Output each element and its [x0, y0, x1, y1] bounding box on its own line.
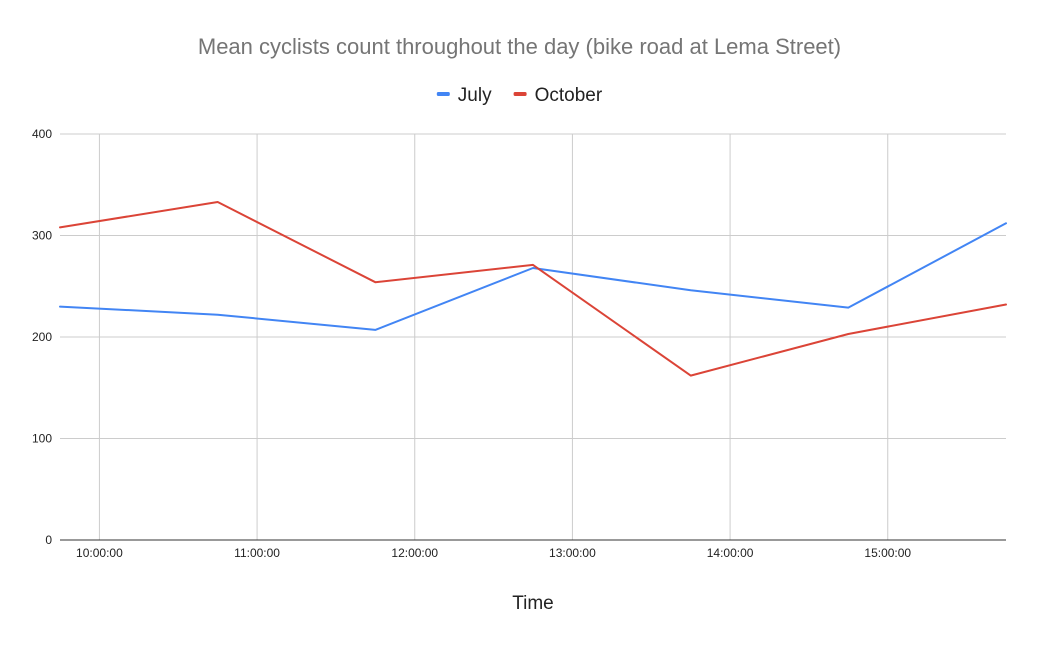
x-tick-label: 10:00:00	[76, 546, 123, 560]
x-gridlines	[98, 134, 889, 540]
x-tick-label: 15:00:00	[864, 546, 911, 560]
x-axis-label: Time	[512, 593, 554, 614]
x-tick-label: 14:00:00	[707, 546, 754, 560]
legend: July October	[436, 85, 603, 106]
y-tick-label: 200	[32, 330, 52, 344]
y-tick-label: 0	[45, 533, 52, 547]
legend-label: July	[458, 85, 492, 106]
legend-item-october: October	[513, 85, 603, 106]
y-tick-label: 300	[32, 229, 52, 243]
series-line-july	[59, 222, 1007, 331]
series-layer	[59, 201, 1007, 377]
legend-swatch	[513, 92, 527, 96]
x-tick-label: 13:00:00	[549, 546, 596, 560]
y-tick-label: 400	[32, 127, 52, 141]
x-tick-label: 12:00:00	[391, 546, 438, 560]
legend-label: October	[535, 85, 603, 106]
legend-swatch	[436, 92, 450, 96]
x-tick-labels: 10:00:00 11:00:00 12:00:00 13:00:00 14:00:00…	[76, 546, 911, 560]
y-gridlines	[60, 133, 1006, 439]
y-tick-labels: 0 100 200 300 400	[32, 127, 52, 547]
series-line-october	[59, 201, 1007, 377]
x-tick-label: 11:00:00	[234, 546, 280, 560]
y-tick-label: 100	[32, 432, 52, 446]
legend-item-july: July	[436, 85, 492, 106]
chart-title: Mean cyclists count throughout the day (…	[198, 34, 841, 59]
